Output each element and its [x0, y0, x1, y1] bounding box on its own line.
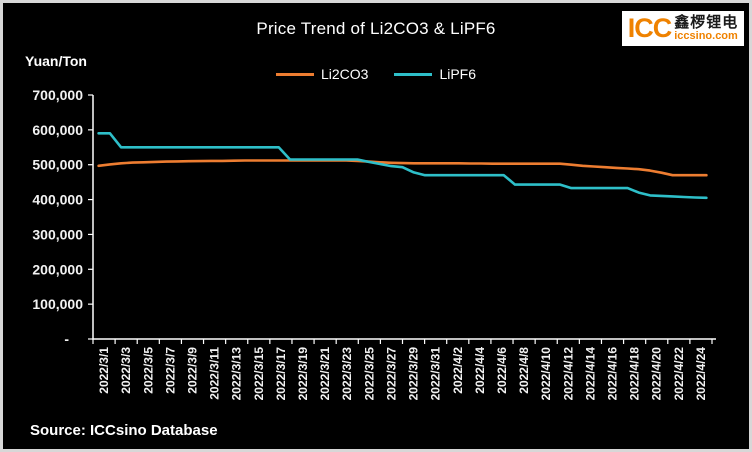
x-tick-label: 2022/3/17: [274, 347, 288, 401]
logo-website: iccsino.com: [674, 30, 738, 42]
x-tick-label: 2022/4/8: [517, 347, 531, 394]
x-tick-label: 2022/3/15: [252, 347, 266, 401]
y-axis-unit-label: Yuan/Ton: [25, 53, 87, 69]
x-tick-label: 2022/3/29: [407, 347, 421, 401]
x-tick-label: 2022/3/7: [163, 347, 177, 394]
li2co3-line: [97, 159, 708, 177]
y-tick-label: 100,000: [32, 296, 83, 312]
y-tick-label: -: [64, 331, 69, 347]
y-tick-label: 200,000: [32, 261, 83, 277]
x-tick-label: 2022/4/2: [451, 347, 465, 394]
y-tick-label: 300,000: [32, 226, 83, 242]
logo-chinese-text: 鑫椤锂电: [674, 14, 739, 31]
chart-title: Price Trend of Li2CO3 & LiPF6: [256, 19, 496, 38]
x-tick-label: 2022/4/6: [495, 347, 509, 394]
legend-item-li2co3: Li2CO3: [275, 66, 369, 82]
iccsino-logo: ICC 鑫椤锂电 iccsino.com: [622, 11, 744, 46]
x-tick-label: 2022/3/13: [230, 347, 244, 401]
source-note: Source: ICCsino Database: [30, 422, 218, 439]
legend-label-li2co3: Li2CO3: [320, 66, 369, 82]
x-tick-label: 2022/3/27: [384, 347, 398, 401]
x-tick-label: 2022/3/1: [97, 347, 111, 394]
price-trend-chart: 700,000 600,000 500,000 400,000 300,000 200,0…: [32, 87, 716, 401]
x-tick-label: 2022/3/31: [429, 347, 443, 401]
logo-icc-text: ICC: [627, 13, 672, 43]
x-tick-label: 2022/4/4: [473, 347, 487, 394]
x-tick-label: 2022/3/25: [362, 347, 376, 401]
x-tick-label: 2022/4/20: [650, 347, 664, 401]
x-tick-label: 2022/3/11: [208, 347, 222, 400]
x-tick-label: 2022/4/10: [539, 347, 553, 401]
x-tick-label: 2022/3/23: [340, 347, 354, 401]
y-tick-label: 600,000: [32, 122, 83, 138]
li2co3-line-swatch: [275, 72, 314, 76]
y-tick-label: 400,000: [32, 192, 83, 208]
legend-item-lipf6: LiPF6: [394, 66, 476, 82]
x-tick-label: 2022/4/18: [628, 347, 642, 401]
x-tick-label: 2022/4/22: [672, 347, 686, 401]
axis-lines: [92, 95, 716, 340]
legend: Li2CO3 LiPF6: [3, 66, 749, 82]
lipf6-line: [97, 132, 708, 200]
x-tick-label: 2022/4/24: [694, 347, 708, 401]
x-tick-label: 2022/4/16: [606, 347, 620, 401]
y-tick-label: 500,000: [32, 157, 83, 173]
x-tick-label: 2022/4/12: [561, 347, 575, 401]
x-tick-label: 2022/3/19: [296, 347, 310, 401]
logo-text-block: 鑫椤锂电 iccsino.com: [674, 15, 738, 42]
x-tick-label: 2022/4/14: [583, 347, 597, 401]
y-tick-label: 700,000: [32, 87, 83, 103]
legend-label-lipf6: LiPF6: [439, 66, 477, 82]
x-tick-label: 2022/3/21: [318, 347, 332, 401]
lipf6-line-swatch: [394, 72, 433, 76]
x-tick-label: 2022/3/3: [119, 347, 133, 394]
x-tick-label: 2022/3/5: [141, 347, 155, 394]
x-tick-label: 2022/3/9: [185, 347, 199, 394]
